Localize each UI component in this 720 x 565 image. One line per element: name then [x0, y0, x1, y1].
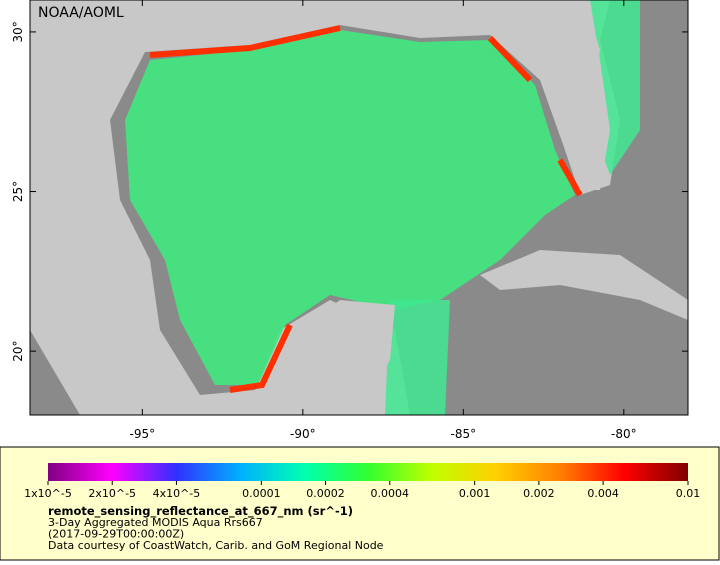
y-tick-label: 25°	[11, 181, 25, 202]
yucatan	[290, 300, 395, 415]
colorbar-tick-label: 0.004	[587, 487, 619, 500]
colorbar-tick-label: 0.001	[459, 487, 491, 500]
cuba	[480, 250, 688, 320]
x-tick-label: -95°	[130, 427, 156, 441]
y-tick-label: 20°	[11, 341, 25, 362]
data-coverage-east	[385, 0, 640, 415]
x-tick-label: -90°	[290, 427, 316, 441]
colorbar-tick-label: 2x10^-5	[88, 487, 136, 500]
legend-line: Data courtesy of CoastWatch, Carib. and …	[48, 539, 384, 552]
x-tick-label: -80°	[611, 427, 637, 441]
variable-name: remote_sensing_reflectance_at_667_nm (sr…	[48, 504, 353, 519]
colorbar-tick-label: 0.0001	[242, 487, 281, 500]
legend-line: 3-Day Aggregated MODIS Aqua Rrs667	[48, 516, 263, 529]
x-tick-label: -85°	[451, 427, 477, 441]
y-tick-label: 30°	[11, 21, 25, 42]
map-frame	[29, 0, 689, 416]
map-image	[30, 0, 688, 415]
colorbar-tick-label: 4x10^-5	[153, 487, 201, 500]
colorbar-tick-label: 0.0002	[306, 487, 345, 500]
colorbar	[48, 463, 688, 481]
colorbar-tick-label: 1x10^-5	[24, 487, 72, 500]
data-coverage	[125, 30, 575, 385]
colorbar-tick-label: 0.01	[676, 487, 701, 500]
colorbar-tick-label: 0.002	[523, 487, 555, 500]
florida	[530, 0, 610, 190]
colorbar-tick-label: 0.0004	[371, 487, 410, 500]
coastal-band	[149, 25, 583, 393]
legend-line: (2017-09-29T00:00:00Z)	[48, 528, 184, 541]
map-title: NOAA/AOML	[38, 5, 124, 21]
